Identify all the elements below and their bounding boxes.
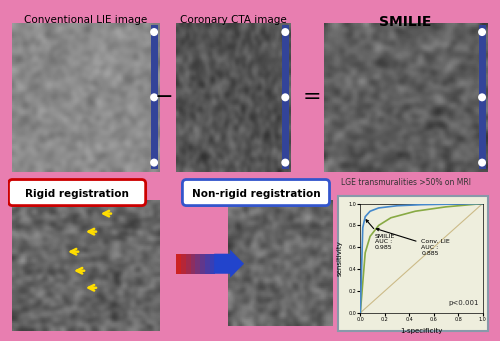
Text: SMILIE: SMILIE	[380, 15, 432, 29]
Circle shape	[282, 93, 290, 101]
FancyBboxPatch shape	[8, 179, 145, 206]
Text: p<0.001: p<0.001	[448, 300, 479, 306]
Bar	[176, 254, 182, 274]
Text: −: −	[154, 87, 173, 107]
Text: LGE transmuralities >50% on MRI: LGE transmuralities >50% on MRI	[340, 178, 470, 187]
Bar	[190, 254, 196, 274]
Bar	[181, 254, 186, 274]
Bar	[205, 254, 210, 274]
Text: Coronary CTA image: Coronary CTA image	[180, 15, 287, 25]
Y-axis label: sensitivity: sensitivity	[337, 240, 343, 276]
Bar	[282, 25, 289, 169]
Circle shape	[150, 159, 158, 167]
Bar	[338, 195, 488, 331]
Circle shape	[150, 28, 158, 36]
Bar	[150, 25, 158, 169]
Text: Non-rigid registration: Non-rigid registration	[192, 189, 320, 198]
Bar	[186, 254, 191, 274]
Bar	[196, 254, 200, 274]
Text: =: =	[302, 87, 321, 107]
Bar	[478, 25, 486, 169]
X-axis label: 1-specificity: 1-specificity	[400, 328, 442, 333]
Circle shape	[478, 28, 486, 36]
Circle shape	[282, 28, 290, 36]
Text: Rigid registration: Rigid registration	[25, 189, 129, 198]
Circle shape	[478, 93, 486, 101]
FancyArrow shape	[214, 250, 244, 278]
FancyBboxPatch shape	[182, 179, 330, 206]
Bar	[200, 254, 205, 274]
Bar	[210, 254, 214, 274]
Circle shape	[150, 93, 158, 101]
Text: SMILIE
AUC :
0.985: SMILIE AUC : 0.985	[366, 220, 396, 250]
Circle shape	[478, 159, 486, 167]
Text: Conventional LIE image: Conventional LIE image	[24, 15, 148, 25]
Text: Conv. LIE
AUC :
0.885: Conv. LIE AUC : 0.885	[376, 228, 450, 255]
Circle shape	[282, 159, 290, 167]
